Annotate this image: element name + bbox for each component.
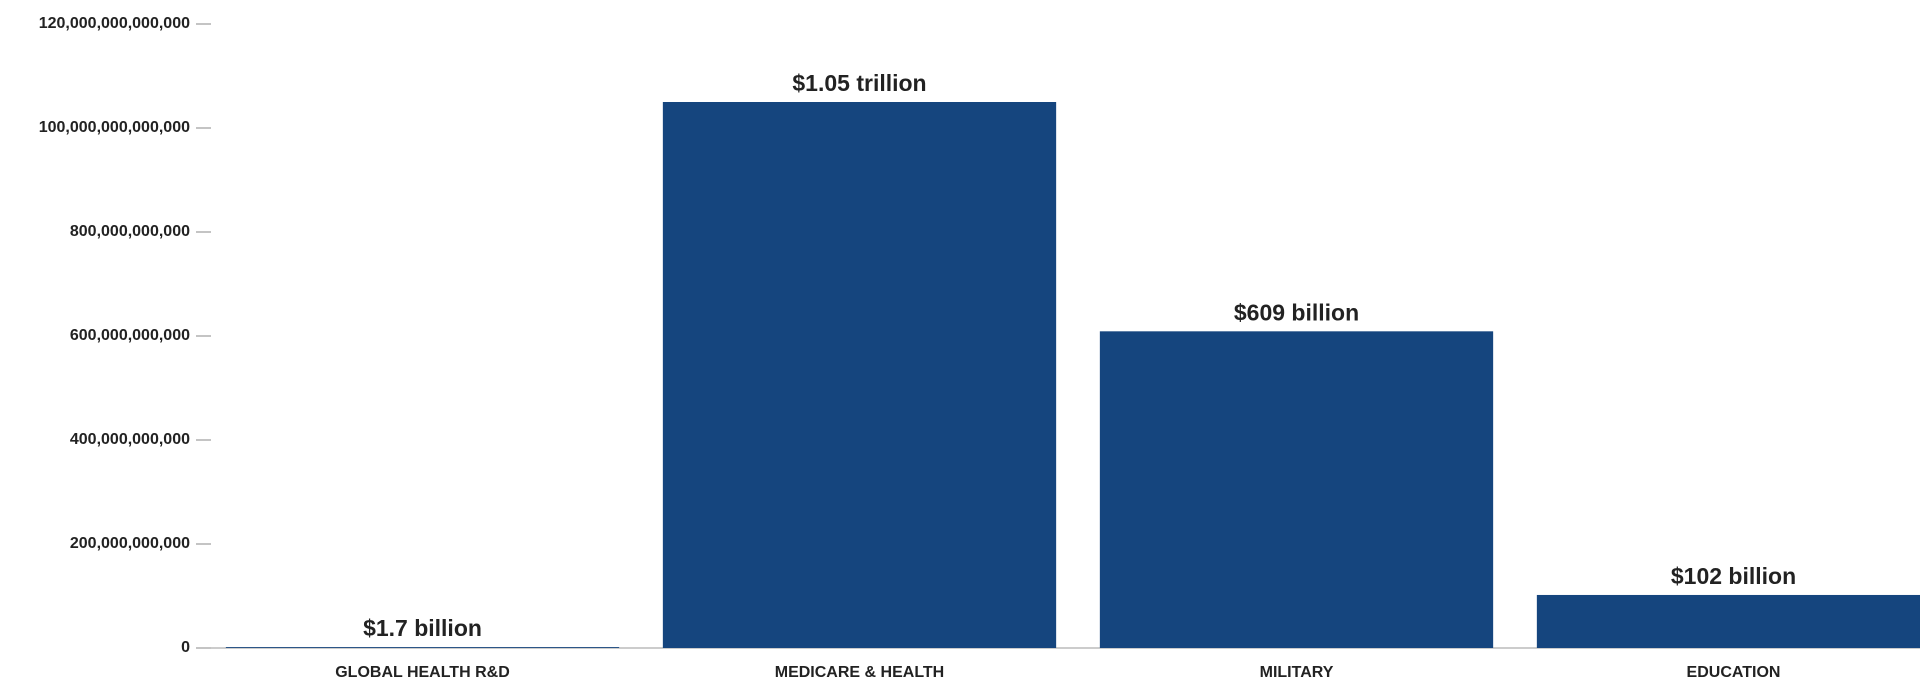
bar [662, 102, 1057, 648]
bar [1536, 594, 1920, 648]
value-label: $1.7 billion [363, 615, 482, 641]
y-tick-label: 600,000,000,000 [70, 327, 190, 344]
y-tick-label: 0 [181, 639, 190, 656]
bar [225, 647, 620, 648]
x-tick-label: EDUCATION [1687, 664, 1781, 681]
x-tick-label: GLOBAL HEALTH R&D [335, 664, 510, 681]
y-tick-label: 200,000,000,000 [70, 535, 190, 552]
x-tick-label: MILITARY [1260, 664, 1334, 681]
y-tick-label: 100,000,000,000,000 [39, 119, 190, 136]
x-tick-label: MEDICARE & HEALTH [775, 664, 944, 681]
value-label: $1.05 trillion [792, 70, 926, 96]
y-tick-label: 120,000,000,000,000 [39, 15, 190, 32]
y-tick-label: 800,000,000,000 [70, 223, 190, 240]
value-label: $102 billion [1671, 563, 1796, 589]
bar [1099, 331, 1494, 648]
value-label: $609 billion [1234, 299, 1359, 325]
y-tick-label: 400,000,000,000 [70, 431, 190, 448]
